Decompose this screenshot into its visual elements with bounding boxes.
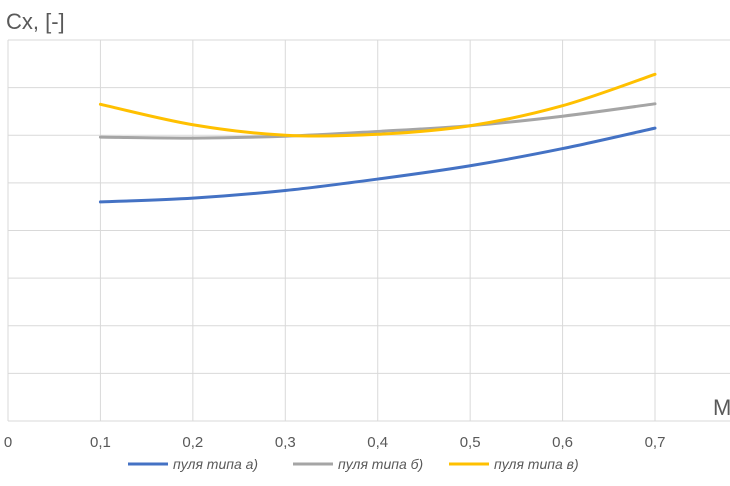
series-line-1 [98,126,657,204]
series-line-2 [98,102,657,140]
x-tick-label: 0,6 [552,434,573,451]
legend-entry: пуля типа б) [338,456,423,472]
x-tick-label: 0,3 [275,434,296,451]
legend-entry: пуля типа в) [494,456,579,472]
x-tick-labels: 0 0,1 0,2 0,3 0,4 0,5 0,6 0,7 [4,434,666,451]
x-tick-label: 0,7 [645,434,666,451]
y-axis-title: Cx, [-] [6,9,65,34]
x-tick-label: 0,4 [367,434,388,451]
x-tick-label: 0 [4,434,12,451]
x-axis-title: M [713,395,730,420]
x-tick-label: 0,1 [90,434,111,451]
legend-entry: пуля типа а) [173,456,258,472]
series-line-3 [98,72,657,138]
series-lines [98,72,657,204]
x-tick-label: 0,5 [460,434,481,451]
gridlines [7,39,730,422]
legend: пуля типа а) пуля типа б) пуля типа в) [128,456,579,472]
x-tick-label: 0,2 [182,434,203,451]
